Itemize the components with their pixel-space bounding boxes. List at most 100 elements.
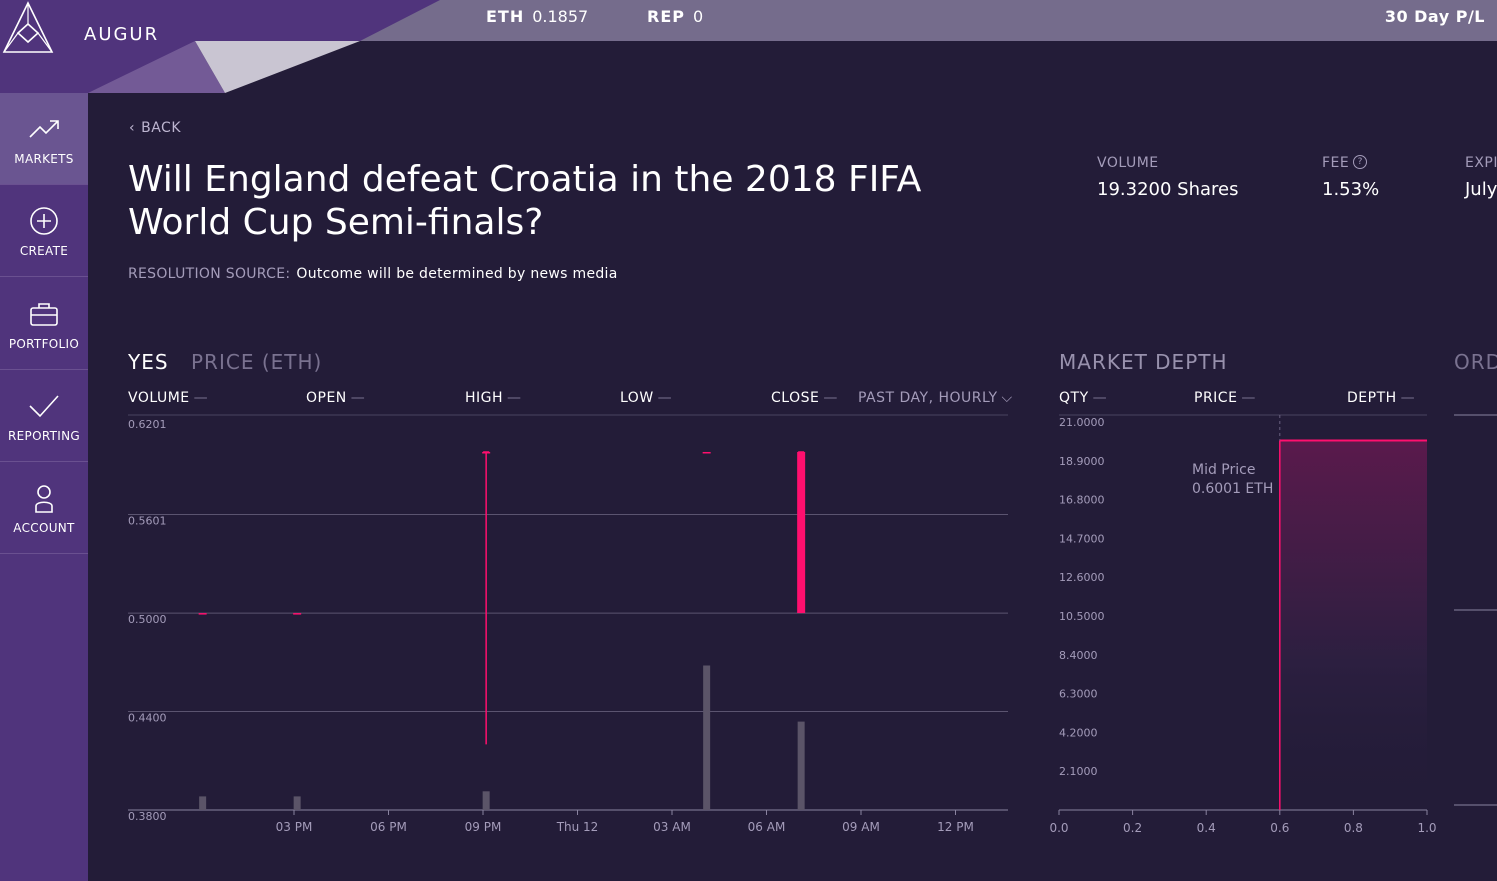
sidebar-item-label: REPORTING xyxy=(8,429,80,443)
col-volume-value: — xyxy=(193,390,209,406)
eth-label: ETH xyxy=(486,7,525,26)
user-icon xyxy=(0,482,88,514)
depth-x-tick-label: 0.8 xyxy=(1344,821,1363,835)
pl-label[interactable]: 30 Day P/L xyxy=(1384,7,1485,26)
col-volume-label: VOLUME xyxy=(128,390,190,406)
depth-y-tick-label: 12.6000 xyxy=(1059,571,1105,584)
sidebar-item-reporting[interactable]: REPORTING xyxy=(0,370,88,462)
depth-y-tick-label: 2.1000 xyxy=(1059,765,1098,778)
resolution-label: RESOLUTION SOURCE: xyxy=(128,266,291,282)
y-tick-label: 0.4400 xyxy=(128,712,167,725)
briefcase-icon xyxy=(0,298,88,330)
x-tick-label: 03 PM xyxy=(276,820,313,834)
depth-chart[interactable]: 21.0000 18.9000 16.8000 14.7000 12.6000 10.50… xyxy=(1040,0,1497,881)
range-select[interactable]: PAST DAY, HOURLY ⌵ xyxy=(858,390,1013,406)
sidebar-item-portfolio[interactable]: PORTFOLIO xyxy=(0,278,88,370)
col-volume: VOLUME — xyxy=(128,390,208,406)
col-low-label: LOW xyxy=(620,390,654,406)
depth-x-tick-label: 0.2 xyxy=(1123,821,1142,835)
col-qty-label: QTY xyxy=(1059,390,1089,406)
volume-bar xyxy=(482,791,490,810)
volume-stat: VOLUME 19.3200 Shares xyxy=(1097,155,1238,200)
y-tick-label: 0.5000 xyxy=(128,613,167,626)
orders-title: ORD xyxy=(1454,350,1497,374)
resolution-value: Outcome will be determined by news media xyxy=(296,266,618,282)
col-high-label: HIGH xyxy=(465,390,504,406)
price-chart[interactable]: 0.6201 0.5601 0.5000 0.4400 0.3800 03 PM 06 PM… xyxy=(0,0,1040,881)
y-tick-label: 0.6201 xyxy=(128,418,167,431)
candle-body xyxy=(293,613,302,615)
depth-x-tick-label: 0.0 xyxy=(1049,821,1068,835)
volume-label: VOLUME xyxy=(1097,155,1159,171)
col-high: HIGH — xyxy=(465,390,522,406)
volume-bar xyxy=(293,796,301,810)
volume-bar xyxy=(199,796,207,810)
depth-chart-title: MARKET DEPTH xyxy=(1059,350,1228,374)
sidebar-item-label: ACCOUNT xyxy=(13,521,75,535)
x-tick-label: 09 PM xyxy=(465,820,502,834)
depth-y-tick-label: 14.7000 xyxy=(1059,532,1105,545)
depth-y-tick-label: 16.8000 xyxy=(1059,494,1105,507)
sidebar-item-label: MARKETS xyxy=(14,152,74,166)
depth-area xyxy=(1279,440,1427,810)
fee-value: 1.53% xyxy=(1322,179,1380,200)
col-high-value: — xyxy=(507,390,522,406)
col-price-value: — xyxy=(1241,390,1256,406)
mid-price: Mid Price 0.6001 ETH xyxy=(1192,461,1273,499)
expiry-value: July xyxy=(1465,179,1497,200)
x-tick-label: 06 PM xyxy=(370,820,407,834)
app-name: AUGUR xyxy=(84,24,160,45)
candle-body xyxy=(702,451,711,454)
depth-y-tick-label: 18.9000 xyxy=(1059,455,1105,468)
expiry-stat: EXPI July xyxy=(1465,155,1497,200)
x-tick-label: 09 AM xyxy=(842,820,880,834)
eth-balance: ETH 0.1857 xyxy=(486,7,588,26)
col-qty: QTY — xyxy=(1059,390,1107,406)
candle-body xyxy=(482,451,491,454)
depth-x-tick-label: 1.0 xyxy=(1417,821,1436,835)
augur-logo-icon[interactable] xyxy=(0,0,56,58)
y-tick-label: 0.5601 xyxy=(128,514,167,527)
trend-icon xyxy=(0,113,88,145)
sidebar-item-create[interactable]: CREATE xyxy=(0,185,88,277)
mid-price-label: Mid Price xyxy=(1192,462,1256,478)
rep-label: REP xyxy=(647,7,685,26)
col-open-value: — xyxy=(350,390,366,406)
sidebar-item-markets[interactable]: MARKETS xyxy=(0,93,88,185)
chevron-down-icon: ⌵ xyxy=(1001,390,1013,406)
rep-balance: REP 0 xyxy=(647,7,703,26)
col-low-value: — xyxy=(657,390,673,406)
col-open: OPEN — xyxy=(306,390,365,406)
mid-price-value: 0.6001 ETH xyxy=(1192,481,1274,497)
expiry-label: EXPI xyxy=(1465,155,1497,171)
depth-y-tick-label: 10.5000 xyxy=(1059,610,1105,623)
outcome-text: YES xyxy=(128,350,169,374)
eth-value: 0.1857 xyxy=(532,7,589,26)
depth-y-tick-label: 8.4000 xyxy=(1059,649,1098,662)
back-label: BACK xyxy=(141,120,182,136)
depth-y-tick-label: 21.0000 xyxy=(1059,416,1105,429)
resolution-source: RESOLUTION SOURCE: Outcome will be determ… xyxy=(128,266,618,282)
x-tick-label: 03 AM xyxy=(653,820,691,834)
volume-bar xyxy=(797,721,805,810)
help-icon[interactable]: ? xyxy=(1353,155,1368,169)
fee-stat: FEE? 1.53% xyxy=(1322,155,1379,200)
rep-value: 0 xyxy=(692,7,704,26)
depth-x-tick-label: 0.4 xyxy=(1197,821,1216,835)
sidebar-item-account[interactable]: ACCOUNT xyxy=(0,462,88,554)
x-tick-label: Thu 12 xyxy=(556,820,599,834)
col-close-label: CLOSE xyxy=(771,390,820,406)
back-link[interactable]: ‹ BACK xyxy=(129,120,181,136)
depth-y-tick-label: 6.3000 xyxy=(1059,688,1098,701)
outcome-label[interactable]: YES xyxy=(128,350,169,374)
check-icon xyxy=(0,390,88,422)
fee-label: FEE xyxy=(1322,155,1350,171)
candle-body xyxy=(198,613,207,615)
x-tick-label: 06 AM xyxy=(748,820,786,834)
col-qty-value: — xyxy=(1092,390,1108,406)
depth-y-tick-label: 4.2000 xyxy=(1059,726,1098,739)
x-tick-label: 12 PM xyxy=(937,820,974,834)
col-depth-value: — xyxy=(1400,390,1416,406)
col-depth-label: DEPTH xyxy=(1347,390,1397,406)
candle-body xyxy=(797,451,806,614)
